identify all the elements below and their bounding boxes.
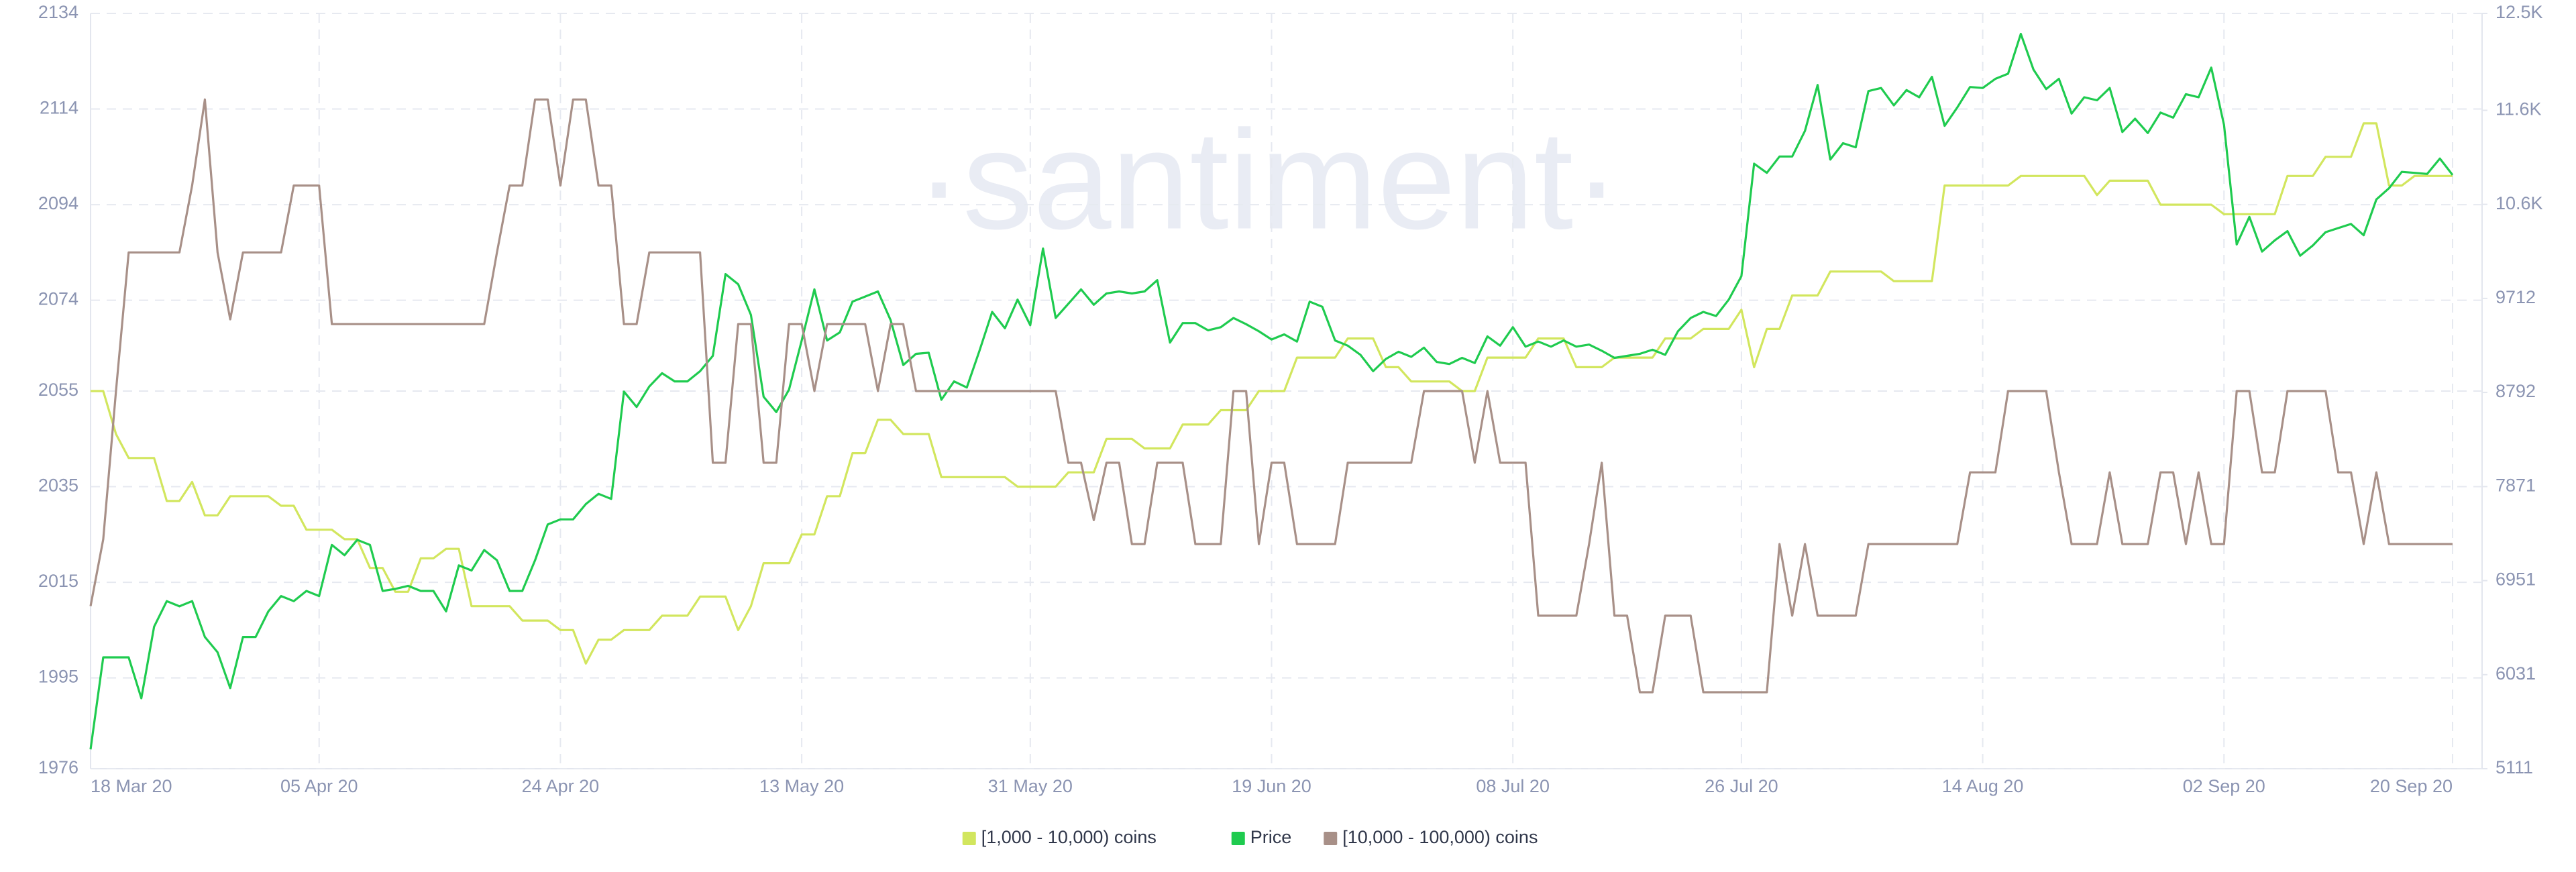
x-tick-label: 08 Jul 20 <box>1476 776 1550 796</box>
y-tick-label: 2015 <box>38 571 78 591</box>
x-tick-label: 05 Apr 20 <box>280 776 358 796</box>
y-tick-label: 2055 <box>38 380 78 400</box>
y2-tick-label: 5111 <box>2496 757 2533 777</box>
x-tick-label: 02 Sep 20 <box>2183 776 2265 796</box>
y-tick-label: 2094 <box>38 193 78 213</box>
legend-label: [1,000 - 10,000) coins <box>981 827 1157 847</box>
series-line <box>89 98 2453 694</box>
y2-tick-label: 10.6K <box>2496 193 2543 213</box>
y-tick-label: 1976 <box>38 757 78 777</box>
legend-label: [10,000 - 100,000) coins <box>1342 827 1538 847</box>
y2-tick-label: 9712 <box>2496 287 2536 307</box>
legend-swatch <box>962 832 976 845</box>
x-tick-label: 14 Aug 20 <box>1942 776 2024 796</box>
y2-tick-label: 11.6K <box>2496 99 2542 119</box>
series-line <box>91 122 2453 665</box>
x-tick-label: 26 Jul 20 <box>1705 776 1778 796</box>
y-tick-label: 2035 <box>38 476 78 496</box>
y2-tick-label: 7871 <box>2496 476 2536 496</box>
legend-label: Price <box>1250 827 1292 847</box>
y2-tick-label: 6031 <box>2496 663 2536 684</box>
x-tick-label: 24 Apr 20 <box>522 776 600 796</box>
x-tick-label: 31 May 20 <box>988 776 1073 796</box>
series-line <box>89 32 2454 750</box>
legend-swatch <box>1231 832 1245 845</box>
x-tick-label: 18 Mar 20 <box>91 776 172 796</box>
legend-swatch <box>1324 832 1338 845</box>
y-tick-label: 2114 <box>40 98 78 118</box>
legend-item: Price <box>1231 827 1292 847</box>
x-tick-label: 19 Jun 20 <box>1232 776 1311 796</box>
y2-tick-label: 6951 <box>2496 569 2536 590</box>
y-tick-label: 1995 <box>38 667 78 687</box>
x-tick-label: 20 Sep 20 <box>2370 776 2453 796</box>
y2-tick-label: 8792 <box>2496 381 2536 401</box>
legend-item: [1,000 - 10,000) coins <box>962 827 1157 847</box>
x-tick-label: 13 May 20 <box>759 776 844 796</box>
watermark: ·santiment· <box>916 101 1620 258</box>
legend-item: [10,000 - 100,000) coins <box>1324 827 1538 847</box>
y-tick-label: 2134 <box>38 2 78 22</box>
y-tick-label: 2074 <box>38 289 78 309</box>
y2-tick-label: 12.5K <box>2496 2 2543 22</box>
